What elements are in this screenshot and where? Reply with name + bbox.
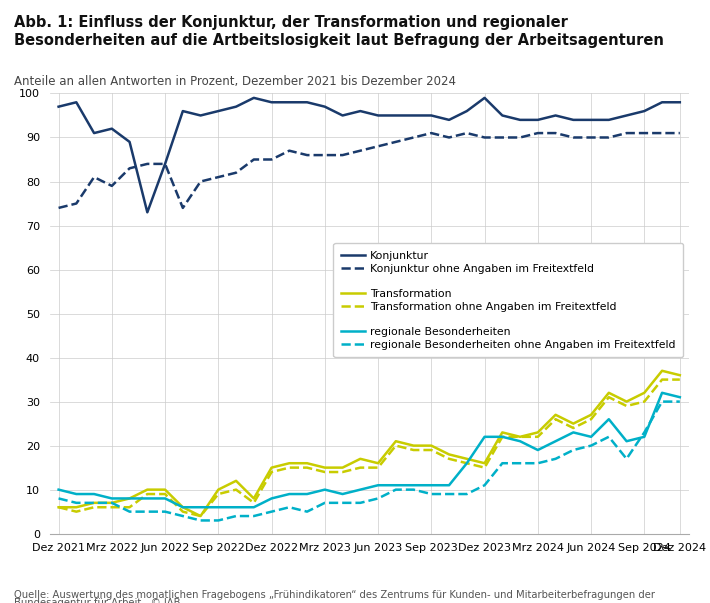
Text: Quelle: Auswertung des monatlichen Fragebogens „Frühindikatoren“ des Zentrums fü: Quelle: Auswertung des monatlichen Frage… [14,590,655,600]
Text: Anteile an allen Antworten in Prozent, Dezember 2021 bis Dezember 2024: Anteile an allen Antworten in Prozent, D… [14,75,457,89]
Text: Bundesagentur für Arbeit.  © IAB: Bundesagentur für Arbeit. © IAB [14,598,181,603]
Text: Abb. 1: Einfluss der Konjunktur, der Transformation und regionaler: Abb. 1: Einfluss der Konjunktur, der Tra… [14,15,568,30]
Legend: Konjunktur, Konjunktur ohne Angaben im Freitextfeld, , Transformation, Transform: Konjunktur, Konjunktur ohne Angaben im F… [334,243,683,358]
Text: Besonderheiten auf die Artbeitslosigkeit laut Befragung der Arbeitsagenturen: Besonderheiten auf die Artbeitslosigkeit… [14,33,664,48]
